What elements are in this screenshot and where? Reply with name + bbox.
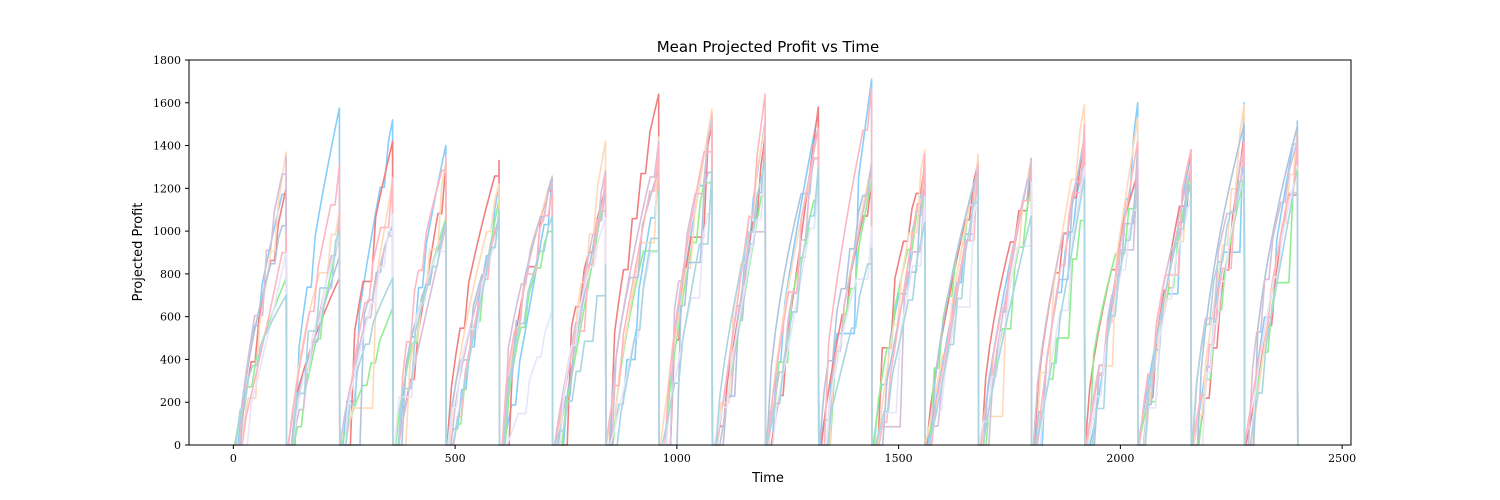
chart-title: Mean Projected Profit vs Time — [657, 38, 880, 56]
x-tick-label: 2000 — [1106, 452, 1134, 465]
series-line-7 — [233, 87, 1299, 446]
y-axis: 0 200 400 600 800 1000 1200 1400 1600 1800 — [153, 54, 189, 452]
y-tick-label: 600 — [160, 311, 181, 324]
y-tick-label: 1000 — [153, 225, 181, 238]
x-axis: 0 500 1000 1500 2000 2500 — [230, 445, 1356, 465]
y-tick-label: 400 — [160, 353, 181, 366]
x-tick-label: 500 — [445, 452, 466, 465]
x-tick-label: 1500 — [885, 452, 913, 465]
x-tick-label: 0 — [230, 452, 237, 465]
y-tick-label: 1200 — [153, 182, 181, 195]
y-tick-label: 800 — [160, 268, 181, 281]
y-tick-label: 200 — [160, 396, 181, 409]
x-axis-label: Time — [751, 471, 784, 486]
y-tick-label: 1600 — [153, 97, 181, 110]
x-tick-label: 2500 — [1328, 452, 1356, 465]
y-tick-label: 1400 — [153, 140, 181, 153]
plot-frame — [188, 59, 1352, 446]
y-axis-label: Projected Profit — [131, 203, 146, 302]
y-tick-label: 1800 — [153, 54, 181, 67]
series-layer — [233, 78, 1299, 446]
y-tick-label: 0 — [174, 439, 181, 452]
x-tick-label: 1000 — [663, 452, 691, 465]
